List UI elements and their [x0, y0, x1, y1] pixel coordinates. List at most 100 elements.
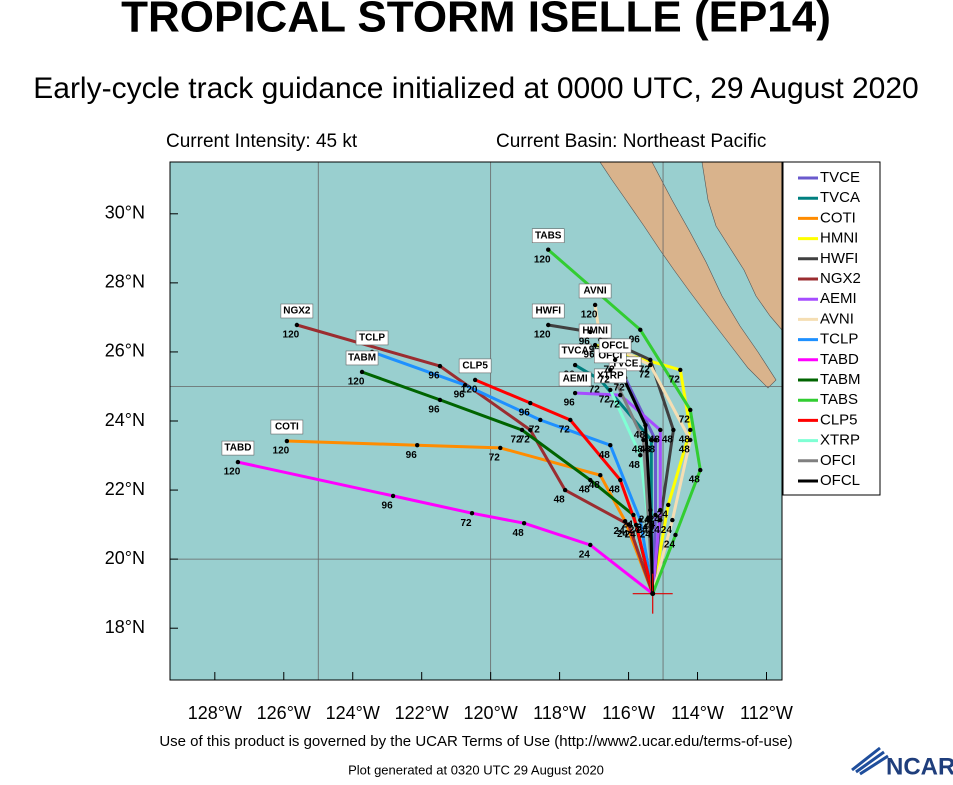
hour-label: 48 [634, 430, 646, 441]
hour-label: 24 [617, 529, 629, 540]
x-tick-label: 120°W [464, 703, 518, 723]
track-point [568, 417, 573, 423]
model-label: HWFI [535, 306, 561, 317]
model-label: HMNI [582, 326, 608, 337]
hour-label: 48 [599, 450, 611, 461]
track-point [670, 517, 675, 523]
track-point [622, 518, 628, 524]
legend-label: TABS [820, 391, 858, 408]
hour-label: 72 [639, 365, 651, 376]
hour-label: 24 [622, 520, 634, 531]
track-point [521, 521, 527, 526]
track-point [649, 522, 654, 528]
hour-label: 24 [637, 523, 649, 534]
hour-label: 24 [661, 525, 673, 536]
hour-label: 72 [639, 370, 651, 381]
model-label: CLP5 [462, 361, 488, 372]
model-label-box [280, 303, 314, 319]
track-point [688, 407, 693, 413]
model-label-box [270, 419, 304, 435]
hour-label: 48 [689, 475, 701, 486]
hour-label: 72 [679, 415, 691, 426]
hour-label: 48 [679, 445, 691, 456]
hour-label: 96 [519, 408, 531, 419]
hour-label: 72 [669, 375, 681, 386]
track-point [638, 517, 643, 523]
hour-label: 72 [529, 425, 541, 436]
track-point [572, 362, 578, 368]
model-label-box [458, 358, 492, 374]
track-point [588, 542, 593, 548]
generated: Plot generated at 0320 UTC 29 August 202… [348, 762, 604, 777]
model-label: OFCL [602, 341, 629, 352]
hour-label: 24 [649, 525, 661, 536]
track-point [588, 329, 593, 335]
hour-label: 24 [629, 525, 641, 536]
track-point [688, 437, 693, 443]
hour-label: 120 [283, 330, 300, 341]
hour-label: 72 [510, 435, 522, 446]
legend-label: COTI [820, 209, 856, 226]
track-line [237, 460, 654, 595]
hour-label: 72 [599, 375, 611, 386]
model-label-box [578, 323, 612, 339]
track-point [472, 377, 478, 383]
hour-label: 48 [679, 435, 691, 446]
hour-label: 48 [589, 480, 601, 491]
track-point [612, 357, 618, 363]
hour-label: 120 [581, 310, 598, 321]
track-point [588, 477, 593, 483]
y-tick-label: 26°N [105, 341, 145, 361]
track-point [648, 357, 653, 363]
hour-label: 120 [224, 467, 241, 478]
track-point [528, 400, 533, 406]
track-point [546, 322, 551, 328]
hour-label: 96 [454, 390, 466, 401]
plot: 128°W 126°W 124°W 122°W 120°W 118°W 116°W 114°W… [105, 161, 881, 723]
legend-label: XTRP [820, 432, 860, 449]
hour-label: 24 [579, 550, 591, 561]
hour-label: 48 [632, 445, 644, 456]
track-line [613, 359, 655, 594]
hour-label: 120 [534, 254, 551, 265]
track-point [678, 367, 683, 373]
hour-label: 120 [348, 377, 365, 388]
hour-label: 96 [579, 337, 591, 348]
track-line [371, 350, 655, 594]
hour-label: 24 [637, 525, 649, 536]
model-label: AEMI [563, 374, 588, 385]
hour-label: 24 [640, 530, 652, 541]
legend-label: HWFI [820, 250, 858, 267]
x-tick-label: 112°W [740, 703, 793, 723]
baja-peninsula [599, 162, 777, 389]
track-point [498, 445, 503, 451]
track-line [623, 377, 657, 594]
track-point [673, 532, 678, 538]
track-point [618, 392, 623, 398]
y-tick-label: 22°N [105, 479, 145, 499]
x-tick-label: 128°W [188, 703, 242, 723]
x-tick-label: 118°W [533, 703, 586, 723]
hour-label: 72 [604, 365, 616, 376]
hour-label: 72 [609, 400, 621, 411]
hour-label: 96 [428, 405, 440, 416]
track-line [474, 378, 655, 595]
hour-label: 48 [644, 445, 656, 456]
track-point [666, 502, 671, 508]
track-line [296, 323, 655, 595]
track-point [462, 382, 468, 388]
track-point [235, 459, 241, 465]
basin: Current Basin: Northeast Pacific [496, 131, 766, 152]
track-point [643, 422, 648, 428]
legend-label: NGX2 [820, 270, 861, 287]
track-point [638, 452, 643, 458]
track-point [648, 362, 653, 368]
track-point [626, 522, 631, 527]
x-tick-label: 114°W [671, 703, 724, 723]
track-point [698, 467, 703, 473]
footer: Use of this product is governed by the U… [159, 733, 792, 750]
track-point [671, 427, 676, 433]
hour-label: 72 [599, 395, 611, 406]
legend-label: HMNI [820, 230, 858, 247]
hour-label: 96 [564, 398, 576, 409]
